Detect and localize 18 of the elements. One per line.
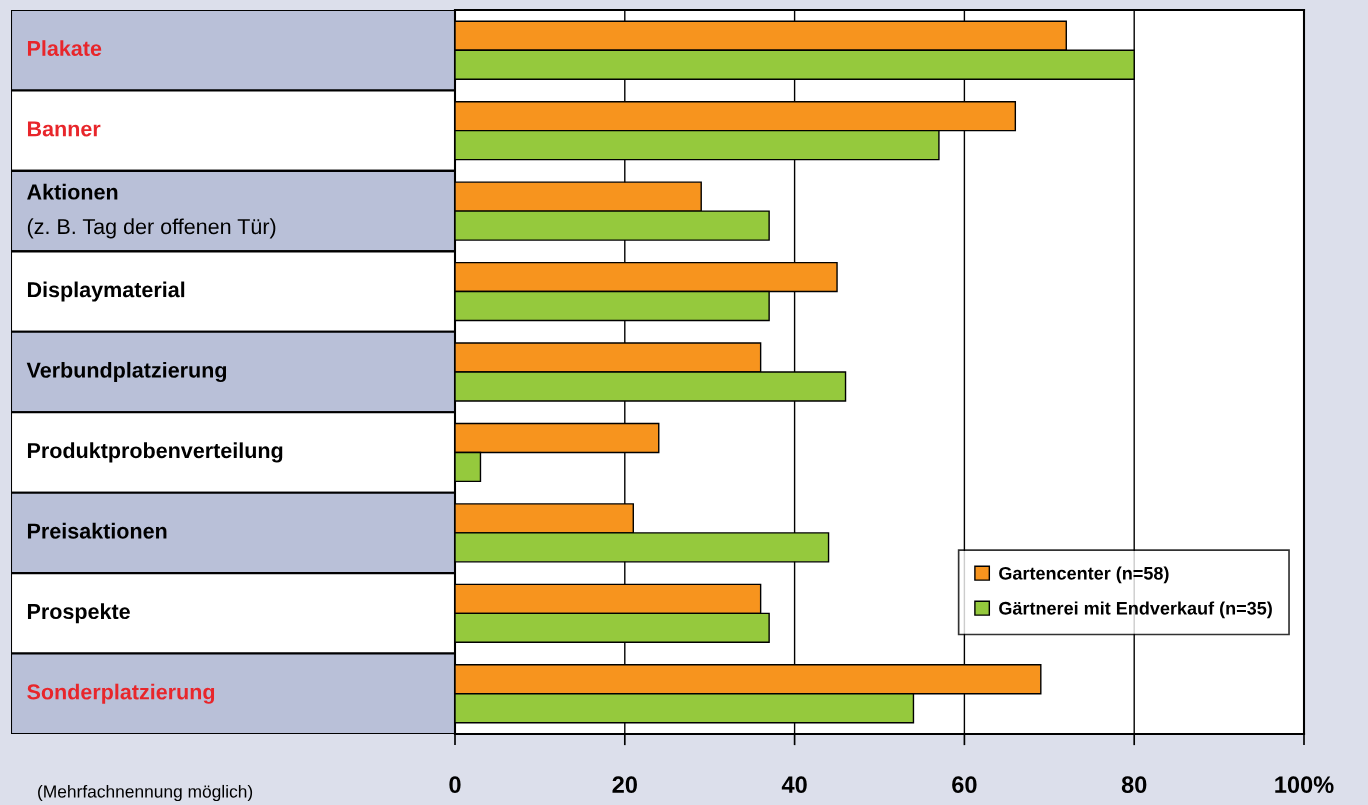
y-tick-label: Banner xyxy=(27,121,101,137)
x-tick-label: 40 xyxy=(781,776,807,794)
y-tick-label: Produktprobenverteilung xyxy=(27,442,283,463)
x-tick-label: 100% xyxy=(1275,776,1334,794)
x-tick-label: 0 xyxy=(449,776,461,794)
y-tick-label: Plakate xyxy=(27,40,102,56)
x-tick-label: 80 xyxy=(1121,776,1147,794)
legend-label: Gartencenter (n=58) xyxy=(999,566,1169,584)
x-tick-label: 20 xyxy=(612,776,637,794)
y-tick-label: Aktionen (z. B. Tag der offenen Tür) xyxy=(27,183,276,239)
y-tick-label: Sonderplatzierung xyxy=(27,683,215,704)
y-tick-label: Verbundplatzierung xyxy=(26,361,227,383)
y-tick-label: Prospekte xyxy=(27,603,130,624)
y-tick-label: Preisaktionen xyxy=(27,522,167,539)
x-tick-label: 60 xyxy=(952,776,977,794)
y-tick-label: Displaymaterial xyxy=(27,281,185,302)
text: (Mehrfachnennung möglich) xyxy=(38,784,253,802)
legend-label: Gärtnerei mit Endverkauf (n=35) xyxy=(999,601,1272,619)
